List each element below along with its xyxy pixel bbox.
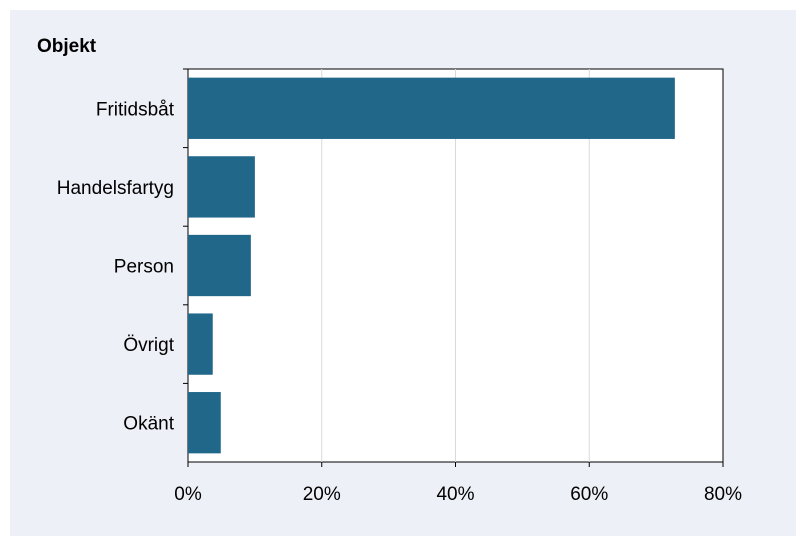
bar bbox=[188, 234, 251, 297]
x-axis-labels: 0% 20% 40% 60% 80% bbox=[174, 484, 742, 505]
x-tick-label: 60% bbox=[570, 484, 608, 505]
bar bbox=[188, 313, 213, 375]
bar bbox=[188, 392, 221, 454]
bar bbox=[188, 156, 255, 218]
category-label: Handelsfartyg bbox=[57, 178, 174, 199]
x-tick-label: 80% bbox=[704, 484, 742, 505]
category-label: Okänt bbox=[123, 414, 174, 435]
bar bbox=[188, 77, 675, 139]
x-tick-label: 40% bbox=[436, 484, 474, 505]
bars bbox=[188, 77, 675, 454]
category-label: Fritidsbåt bbox=[96, 99, 175, 120]
category-label: Person bbox=[114, 257, 174, 278]
x-tick-label: 20% bbox=[303, 484, 341, 505]
category-label: Övrigt bbox=[123, 335, 174, 356]
category-labels: Fritidsbåt Handelsfartyg Person Övrigt Okänt bbox=[57, 68, 188, 435]
chart-title: Objekt bbox=[37, 36, 97, 57]
x-tick-label: 0% bbox=[174, 484, 202, 505]
